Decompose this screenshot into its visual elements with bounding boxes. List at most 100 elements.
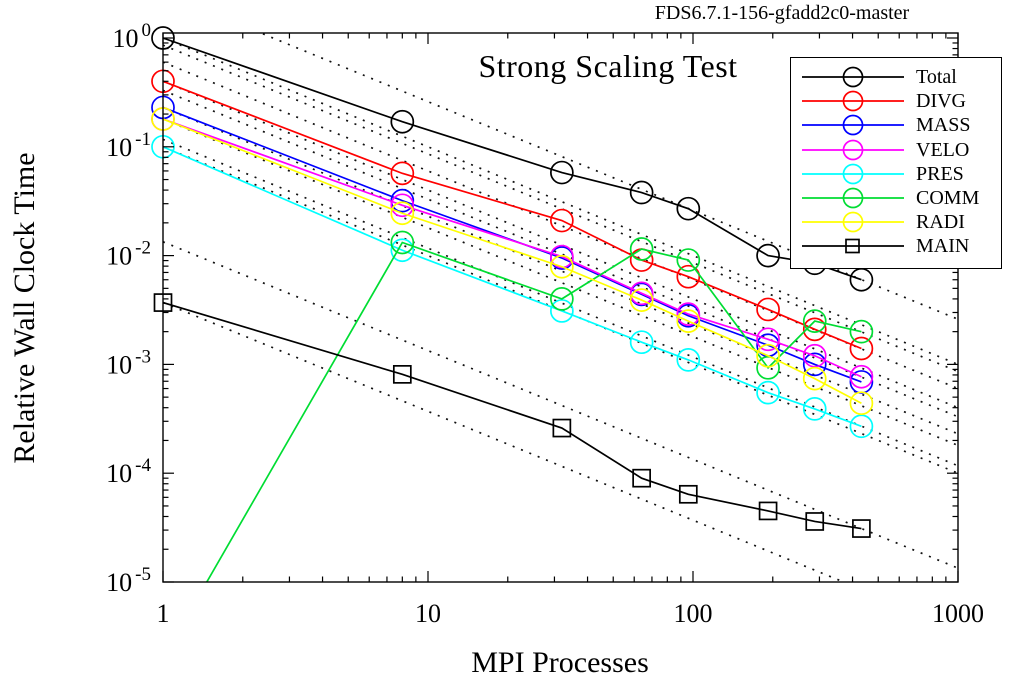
- marker-square: [552, 418, 572, 438]
- marker-circle: [550, 208, 574, 233]
- marker-square: [805, 512, 825, 531]
- guide-line: [163, 301, 846, 582]
- marker-circle: [756, 297, 780, 322]
- marker-circle: [629, 180, 654, 205]
- marker-circle: [550, 160, 574, 185]
- marker-circle: [802, 397, 827, 421]
- data-series: [151, 26, 874, 582]
- marker-circle: [550, 299, 574, 323]
- plot-frame: [162, 32, 959, 583]
- legend-item-main: MAIN: [791, 234, 1001, 258]
- marker-circle: [390, 161, 415, 186]
- legend-box: Total DIVG MASS VELO PRES COMM RADI MAIN: [790, 57, 1002, 269]
- marker-circle: [550, 254, 574, 279]
- series-line: [163, 118, 862, 404]
- marker-circle: [550, 287, 574, 311]
- marker-circle: [390, 193, 415, 218]
- marker-circle: [849, 319, 874, 344]
- marker-circle: [390, 238, 415, 263]
- series-line: [163, 146, 862, 428]
- legend-marker-circle: [802, 139, 904, 161]
- legend-label: Total: [916, 66, 957, 89]
- marker-square: [678, 484, 698, 504]
- legend-marker-circle: [802, 187, 904, 209]
- series-line: [163, 106, 862, 383]
- marker-circle: [802, 309, 827, 333]
- y-tick-label: 10 -2: [106, 238, 151, 271]
- legend-label: RADI: [916, 211, 965, 234]
- marker-circle: [849, 391, 874, 416]
- y-tick-label: 10 -1: [106, 129, 151, 162]
- series-line: [163, 80, 862, 350]
- marker-circle: [802, 366, 827, 391]
- legend-item-divg: DIVG: [791, 89, 1001, 113]
- legend-item-velo: VELO: [791, 138, 1001, 162]
- legend-item-mass: MASS: [791, 113, 1001, 137]
- legend-label: MAIN: [916, 235, 970, 258]
- axis-ticks: [162, 33, 959, 583]
- y-tick-label: 10 0: [113, 20, 152, 53]
- legend-marker-circle: [802, 163, 904, 185]
- marker-circle: [756, 327, 780, 352]
- x-tick-label: 100: [674, 599, 713, 628]
- marker-circle: [849, 364, 874, 389]
- version-annotation: FDS6.7.1-156-gfadd2c0-master: [654, 2, 910, 24]
- legend-item-radi: RADI: [791, 210, 1001, 234]
- x-tick-label: 1000: [932, 599, 984, 628]
- marker-circle: [676, 348, 701, 372]
- marker-circle: [676, 309, 701, 333]
- y-tick-label: 10 -3: [106, 346, 151, 379]
- series-radi: [151, 107, 874, 416]
- x-tick-label: 1: [157, 599, 170, 628]
- marker-circle: [756, 355, 780, 380]
- marker-square: [852, 519, 871, 538]
- legend-marker-circle: [802, 66, 904, 88]
- marker-circle: [390, 201, 415, 226]
- marker-circle: [629, 237, 654, 261]
- series-line: [163, 118, 862, 378]
- marker-circle: [629, 288, 654, 312]
- marker-circle: [629, 330, 654, 355]
- legend-label: VELO: [916, 138, 970, 161]
- marker-circle: [849, 336, 874, 361]
- y-axis-label: Relative Wall Clock Time: [8, 152, 41, 464]
- marker-circle: [390, 109, 415, 134]
- series-pres: [151, 134, 874, 439]
- marker-circle: [802, 352, 827, 377]
- marker-circle: [390, 230, 415, 255]
- legend-label: COMM: [916, 187, 980, 210]
- marker-circle: [676, 196, 701, 221]
- legend-marker-square: [802, 239, 904, 254]
- marker-circle: [676, 302, 701, 326]
- marker-circle: [676, 264, 701, 289]
- chart-title: Strong Scaling Test: [478, 48, 738, 84]
- marker-circle: [849, 414, 874, 439]
- legend-marker-circle: [802, 115, 904, 136]
- legend-label: MASS: [916, 114, 971, 137]
- legend-marker-circle: [802, 90, 904, 112]
- marker-square: [392, 365, 412, 384]
- marker-square: [632, 468, 651, 488]
- series-main: [153, 293, 871, 538]
- x-tick-labels: 1 10 100 1000: [157, 599, 985, 628]
- y-tick-label: 10 -4: [106, 455, 151, 488]
- marker-circle: [756, 380, 780, 405]
- legend-marker-circle: [802, 211, 904, 233]
- series-comm: [205, 230, 874, 582]
- legend-label: PRES: [916, 162, 964, 185]
- legend-label: DIVG: [916, 90, 966, 113]
- marker-circle: [802, 317, 827, 342]
- marker-square: [758, 501, 778, 521]
- legend-item-pres: PRES: [791, 162, 1001, 186]
- x-axis-label: MPI Processes: [471, 646, 649, 679]
- marker-circle: [629, 281, 654, 306]
- marker-circle: [756, 243, 780, 268]
- y-tick-label: 10 -5: [106, 564, 151, 597]
- x-tick-label: 10: [415, 599, 441, 628]
- series-divg: [151, 69, 874, 361]
- legend-item-comm: COMM: [791, 186, 1001, 210]
- marker-circle: [676, 248, 701, 272]
